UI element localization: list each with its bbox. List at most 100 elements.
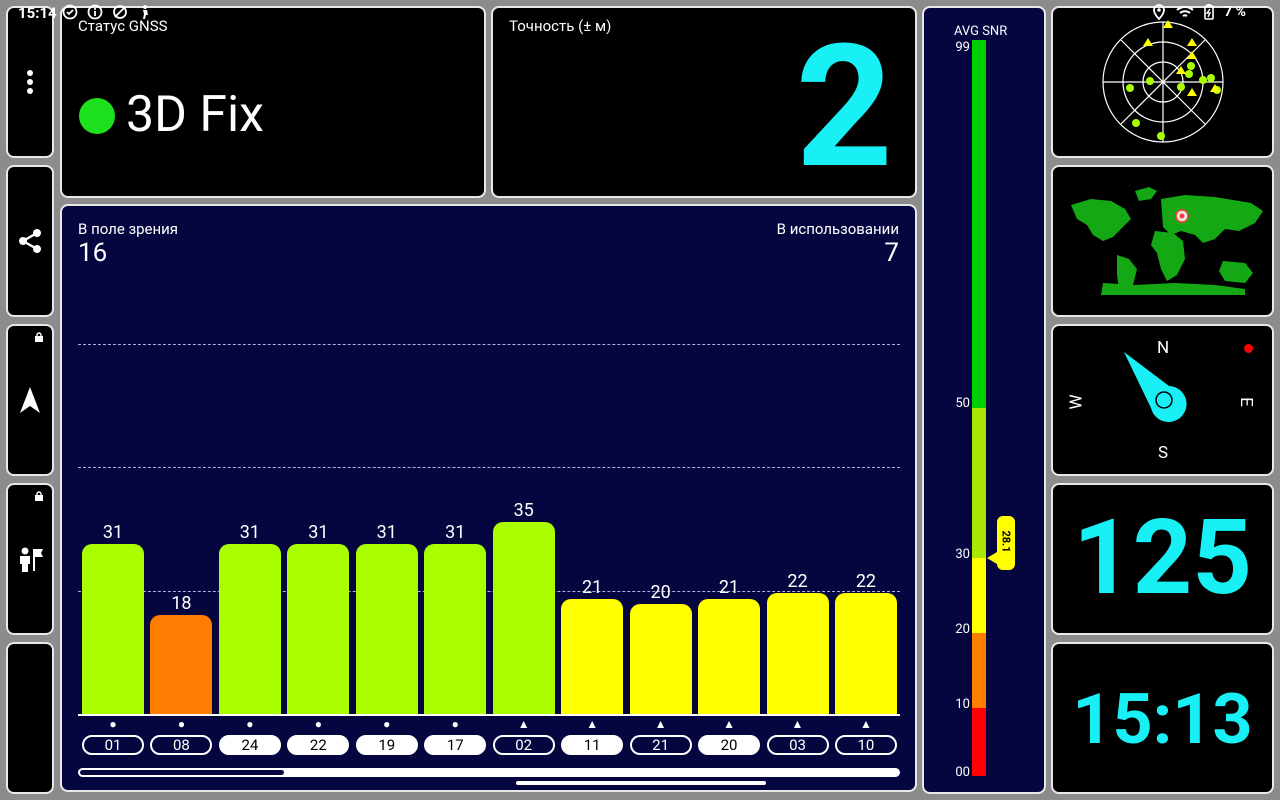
sync-off-icon (113, 5, 127, 19)
snr-bar-value: 31 (308, 521, 329, 543)
snr-bar (629, 604, 692, 714)
satellite-prn-label[interactable]: 17 (424, 735, 487, 755)
constellation-symbol: ▲ (517, 717, 530, 731)
accuracy-panel[interactable]: Точность (± м) 2 (491, 6, 917, 198)
grid-line (78, 591, 900, 592)
snr-bar (355, 543, 418, 714)
location-pin-icon (1153, 4, 1166, 20)
satellite-prn-label[interactable]: 24 (218, 735, 281, 755)
snr-avg-marker: 28.1 (987, 516, 1015, 570)
grid-line (78, 467, 900, 468)
constellation-symbol: ▲ (859, 717, 872, 731)
accuracy-value: 2 (795, 7, 893, 198)
constellation-symbol: ● (246, 717, 254, 731)
navigation-arrow-icon (20, 387, 40, 413)
world-map-panel[interactable] (1051, 165, 1274, 317)
satellite-prn-label[interactable]: 22 (287, 735, 350, 755)
satellite-prn-label[interactable]: 01 (82, 735, 144, 755)
snr-bar-value: 35 (513, 499, 534, 521)
snr-bar (492, 521, 555, 714)
snr-tick: 30 (955, 547, 970, 562)
gnss-status-panel[interactable]: Статус GNSS 3D Fix (60, 6, 486, 198)
lock-icon (35, 332, 43, 342)
constellation-symbol: ▲ (723, 717, 735, 731)
compass-north: N (1157, 338, 1170, 358)
snr-bar-value: 31 (239, 521, 260, 543)
in-view-count: 16 (78, 238, 108, 268)
overflow-menu-button[interactable] (6, 6, 54, 158)
compass-panel[interactable]: N E S W (1051, 324, 1274, 476)
satellite-prn-label[interactable]: 20 (698, 735, 761, 755)
snr-segment-orange (972, 633, 986, 708)
snr-segment-red (972, 708, 986, 776)
snr-tick: 50 (955, 396, 970, 411)
snr-bar (424, 543, 487, 714)
wifi-icon (1176, 6, 1194, 17)
share-button[interactable] (6, 165, 54, 317)
in-use-label: В использовании (776, 220, 899, 238)
snr-bar-value: 31 (445, 521, 466, 543)
sky-plot-panel[interactable] (1051, 6, 1274, 158)
snr-segment-lime (972, 408, 986, 558)
constellation-symbol: ● (451, 717, 459, 731)
gnss-status-label: Статус GNSS (78, 17, 168, 35)
more-vert-icon (27, 70, 33, 94)
snr-tick: 10 (955, 697, 970, 712)
baseline (78, 714, 900, 716)
sky-plot (1102, 20, 1224, 143)
snr-tick: 20 (955, 622, 970, 637)
check-circle-icon (62, 4, 78, 20)
navigate-button[interactable] (6, 324, 54, 476)
satellite-prn-label[interactable]: 03 (766, 735, 829, 755)
night-mode-button[interactable] (6, 642, 54, 794)
satellite-prn-label[interactable]: 08 (150, 735, 213, 755)
constellation-symbol: ● (314, 717, 322, 731)
snr-bar-value: 31 (102, 521, 124, 543)
nav-gesture-handle[interactable] (516, 781, 766, 785)
snr-bar (834, 593, 897, 714)
fix-indicator-dot (79, 98, 115, 134)
satellite-scrollbar[interactable] (78, 768, 900, 777)
person-flag-icon (20, 547, 43, 572)
satellite-prn-label[interactable]: 21 (629, 735, 692, 755)
compass-south: S (1158, 443, 1169, 463)
constellation-symbol: ● (177, 717, 186, 731)
snr-bar (150, 615, 213, 714)
hiking-icon (143, 5, 148, 19)
snr-bar (561, 598, 624, 714)
snr-bar (698, 598, 761, 714)
snr-tick: 00 (955, 765, 970, 780)
snr-bar-value: 22 (787, 571, 808, 592)
battery-percent: 7 % (1224, 4, 1246, 20)
snr-bar (82, 543, 144, 714)
red-dot-indicator (1244, 344, 1253, 353)
speed-panel[interactable]: 125 (1051, 483, 1274, 635)
lock-icon (35, 491, 43, 501)
constellation-symbol: ▲ (586, 717, 599, 731)
clock-value: 15:13 (1072, 679, 1253, 761)
satellite-prn-label[interactable]: 11 (561, 735, 624, 755)
snr-avg-value: 28.1 (999, 530, 1013, 553)
compass-needle-icon (1124, 352, 1187, 422)
satellite-prn-label[interactable]: 02 (492, 735, 555, 755)
snr-segment-yellow (972, 558, 986, 633)
clock-panel[interactable]: 15:13 (1051, 642, 1274, 794)
snr-bar-value: 20 (650, 582, 671, 603)
snr-bar-value: 21 (718, 576, 740, 598)
accuracy-label: Точность (± м) (509, 17, 612, 35)
grid-line (78, 344, 900, 345)
battery-charging-icon (1204, 4, 1214, 20)
info-icon (87, 4, 103, 20)
scrollbar-track-left (80, 770, 284, 775)
satellite-prn-label[interactable]: 19 (355, 735, 418, 755)
snr-bar-value: 31 (376, 521, 397, 543)
in-view-label: В поле зрения (78, 220, 179, 238)
snr-bar-value: 18 (171, 593, 192, 614)
snr-segment-green (972, 40, 986, 408)
snr-tick: 99 (955, 40, 970, 55)
snr-bar (218, 543, 281, 714)
satellite-prn-label[interactable]: 10 (834, 735, 897, 755)
waypoint-button[interactable] (6, 483, 54, 635)
snr-gauge-label: AVG SNR (954, 24, 1008, 39)
fix-status-value: 3D Fix (126, 86, 264, 144)
